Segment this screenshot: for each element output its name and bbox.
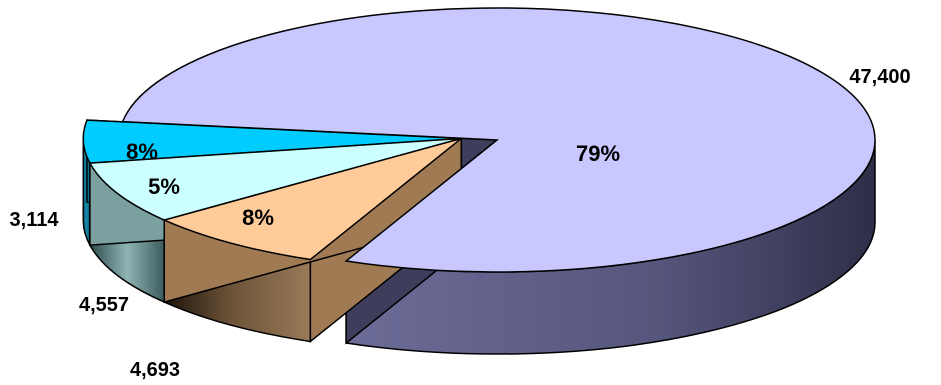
pie-slice-1 — [162, 137, 462, 261]
pie-slice-3-value-label: 3,114 — [10, 209, 60, 231]
pie-slice-1-value-label: 4,693 — [130, 359, 180, 381]
pie-slice-0-value-label: 47,400 — [849, 66, 910, 88]
pie-tops — [82, 7, 876, 273]
pie-slice-2 — [88, 137, 462, 221]
pie-labels: 79% 47,400 8% 4,693 5% 4,557 8% 3,114 — [10, 66, 911, 381]
pie-slice-2-value-label: 4,557 — [79, 294, 129, 316]
pie-slice-0-percent-label: 79% — [576, 141, 620, 166]
pie-slice-0 — [121, 7, 876, 273]
pie-slice-2-percent-label: 5% — [148, 174, 180, 199]
pie-slice-1-percent-label: 8% — [242, 205, 274, 230]
pie-slice-3-percent-label: 8% — [126, 139, 158, 164]
